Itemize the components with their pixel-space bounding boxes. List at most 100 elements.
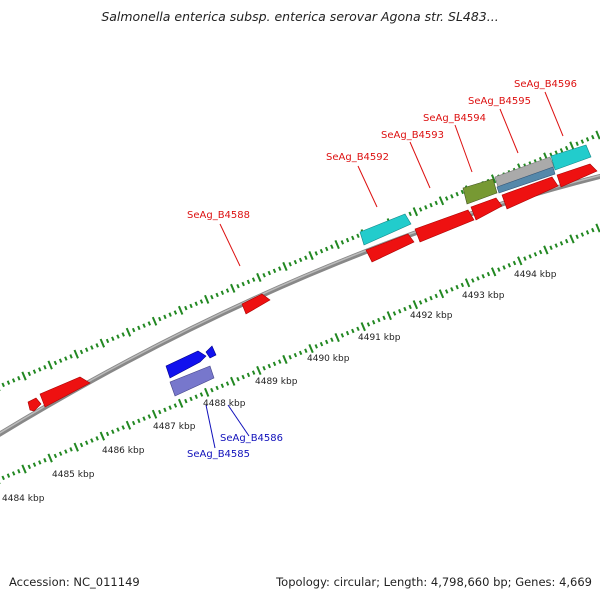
gene-arrow[interactable]	[27, 397, 42, 412]
gene-arrow[interactable]	[39, 376, 91, 408]
minor-tick	[429, 202, 433, 208]
major-tick	[412, 207, 419, 217]
minor-tick	[111, 336, 115, 341]
minor-tick	[591, 227, 595, 233]
minor-tick	[27, 371, 32, 377]
minor-tick	[408, 304, 412, 310]
minor-tick	[418, 300, 423, 305]
minor-tick	[272, 268, 277, 274]
major-tick	[282, 354, 288, 364]
minor-tick	[173, 403, 178, 408]
major-tick	[517, 256, 523, 266]
forward-strand-genes	[27, 144, 598, 412]
leader-line	[357, 165, 378, 208]
minor-tick	[371, 320, 376, 325]
minor-tick	[168, 405, 172, 410]
minor-tick	[11, 378, 16, 383]
gene-label[interactable]: SeAg_B4585	[187, 449, 250, 460]
minor-tick	[199, 299, 204, 304]
minor-tick	[398, 309, 402, 314]
reverse-strand-genes	[165, 345, 217, 397]
gene-arrow[interactable]	[365, 233, 415, 263]
gene-arrow[interactable]	[414, 209, 475, 243]
major-tick	[177, 398, 184, 408]
minor-tick	[79, 442, 84, 448]
minor-tick	[225, 288, 230, 293]
minor-tick	[194, 394, 198, 399]
minor-tick	[585, 230, 590, 235]
gene-arrow[interactable]	[462, 178, 498, 205]
minor-tick	[168, 312, 172, 317]
gene-arrow[interactable]	[165, 350, 207, 379]
scale-tick-label: 4490 kbp	[307, 354, 350, 364]
minor-tick	[220, 383, 225, 388]
gene-arrow[interactable]	[169, 365, 215, 397]
gene-label[interactable]: SeAg_B4594	[423, 113, 486, 124]
gene-label[interactable]: SeAg_B4593	[381, 130, 444, 141]
major-tick	[595, 130, 600, 140]
major-tick	[464, 278, 471, 288]
major-tick	[334, 240, 340, 250]
minor-tick	[497, 267, 501, 272]
major-tick	[438, 289, 445, 299]
minor-tick	[351, 328, 355, 334]
minor-tick	[241, 281, 245, 287]
minor-tick	[116, 427, 120, 432]
minor-tick	[278, 359, 282, 364]
minor-tick	[444, 289, 449, 294]
major-tick	[334, 333, 340, 343]
minor-tick	[559, 148, 564, 153]
scale-tick-label: 4484 kbp	[2, 494, 45, 504]
minor-tick	[236, 376, 240, 382]
minor-tick	[444, 196, 449, 201]
minor-tick	[366, 322, 371, 327]
minor-tick	[450, 287, 454, 292]
gene-arrow[interactable]	[556, 163, 598, 188]
gene-arrow[interactable]	[241, 293, 271, 315]
minor-tick	[53, 360, 58, 366]
minor-tick	[330, 244, 334, 249]
major-tick	[412, 300, 419, 310]
gene-arrow[interactable]	[205, 345, 217, 359]
minor-tick	[84, 440, 89, 445]
gene-arrow[interactable]	[470, 197, 503, 221]
gene-arrow[interactable]	[501, 176, 559, 210]
major-tick	[543, 245, 549, 255]
major-tick	[204, 387, 210, 397]
gene-label[interactable]: SeAg_B4596	[514, 79, 577, 90]
minor-tick	[580, 139, 585, 144]
minor-tick	[330, 337, 334, 342]
gene-label[interactable]: SeAg_B4595	[468, 96, 531, 107]
minor-tick	[538, 249, 543, 255]
gene-label[interactable]: SeAg_B4586	[220, 433, 283, 444]
minor-tick	[575, 234, 579, 239]
minor-tick	[215, 292, 219, 298]
leader-line	[499, 108, 519, 154]
minor-tick	[142, 416, 146, 421]
major-tick	[47, 360, 53, 370]
scale-tick-label: 4494 kbp	[514, 270, 557, 280]
minor-tick	[293, 259, 298, 265]
minor-tick	[58, 451, 63, 456]
minor-tick	[184, 305, 188, 311]
minor-tick	[377, 317, 381, 323]
leader-line	[205, 404, 216, 449]
gene-arrow[interactable]	[359, 213, 412, 246]
minor-tick	[345, 237, 350, 243]
gene-label[interactable]: SeAg_B4588	[187, 210, 250, 221]
gene-arrow[interactable]	[496, 166, 556, 194]
minor-tick	[418, 207, 423, 212]
gene-arrow[interactable]	[550, 144, 592, 171]
minor-tick	[450, 194, 454, 199]
minor-tick	[486, 271, 491, 277]
minor-tick	[324, 246, 329, 252]
gene-label[interactable]: SeAg_B4592	[326, 152, 389, 163]
minor-tick	[210, 387, 214, 393]
minor-tick	[137, 325, 141, 331]
minor-tick	[11, 471, 16, 476]
major-tick	[21, 371, 27, 381]
minor-tick	[314, 344, 318, 349]
major-tick	[490, 174, 497, 184]
leader-line	[409, 141, 431, 189]
